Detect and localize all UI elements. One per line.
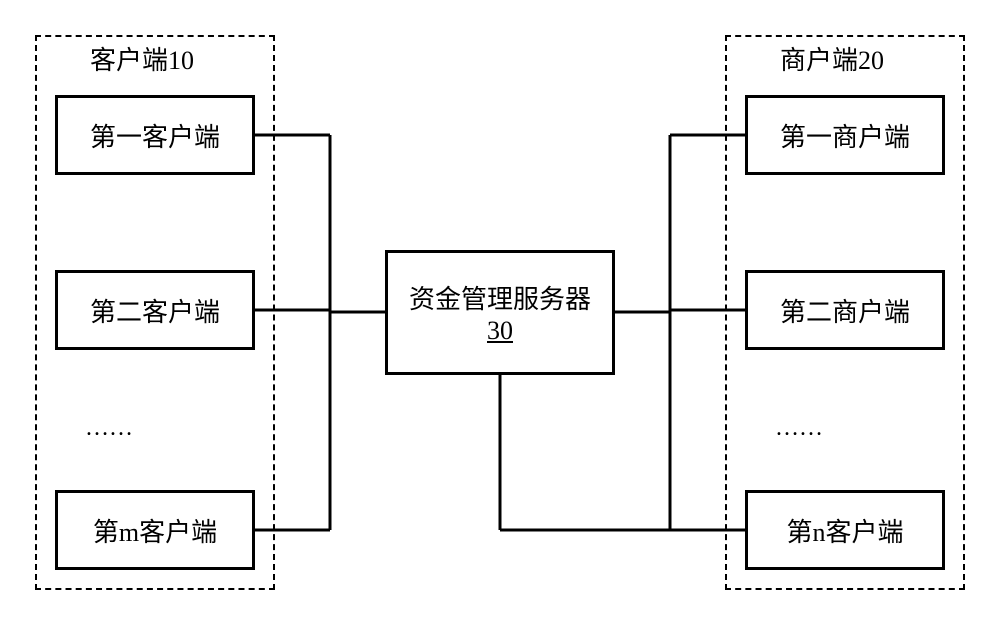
merchant-node-2: 第二商户端 — [745, 270, 945, 350]
client-group-title: 客户端10 — [90, 40, 194, 77]
client-node-m: 第m客户端 — [55, 490, 255, 570]
merchant-node-n-label: 第n客户端 — [786, 512, 903, 549]
client-node-2: 第二客户端 — [55, 270, 255, 350]
client-node-2-label: 第二客户端 — [90, 292, 220, 329]
server-node-label: 资金管理服务器 — [409, 279, 591, 316]
system-diagram: 客户端10 商户端20 第一客户端 第二客户端 第m客户端 第一商户端 第二商户… — [20, 20, 980, 605]
client-node-m-label: 第m客户端 — [93, 512, 217, 549]
server-node: 资金管理服务器 30 — [385, 250, 615, 375]
merchant-node-1-label: 第一商户端 — [780, 117, 910, 154]
server-node-number: 30 — [487, 316, 513, 346]
client-node-1-label: 第一客户端 — [90, 117, 220, 154]
merchant-node-1: 第一商户端 — [745, 95, 945, 175]
merchant-node-2-label: 第二商户端 — [780, 292, 910, 329]
merchant-node-n: 第n客户端 — [745, 490, 945, 570]
merchant-group-title: 商户端20 — [780, 40, 884, 77]
client-node-1: 第一客户端 — [55, 95, 255, 175]
left-ellipsis: …… — [85, 415, 133, 442]
right-ellipsis: …… — [775, 415, 823, 442]
